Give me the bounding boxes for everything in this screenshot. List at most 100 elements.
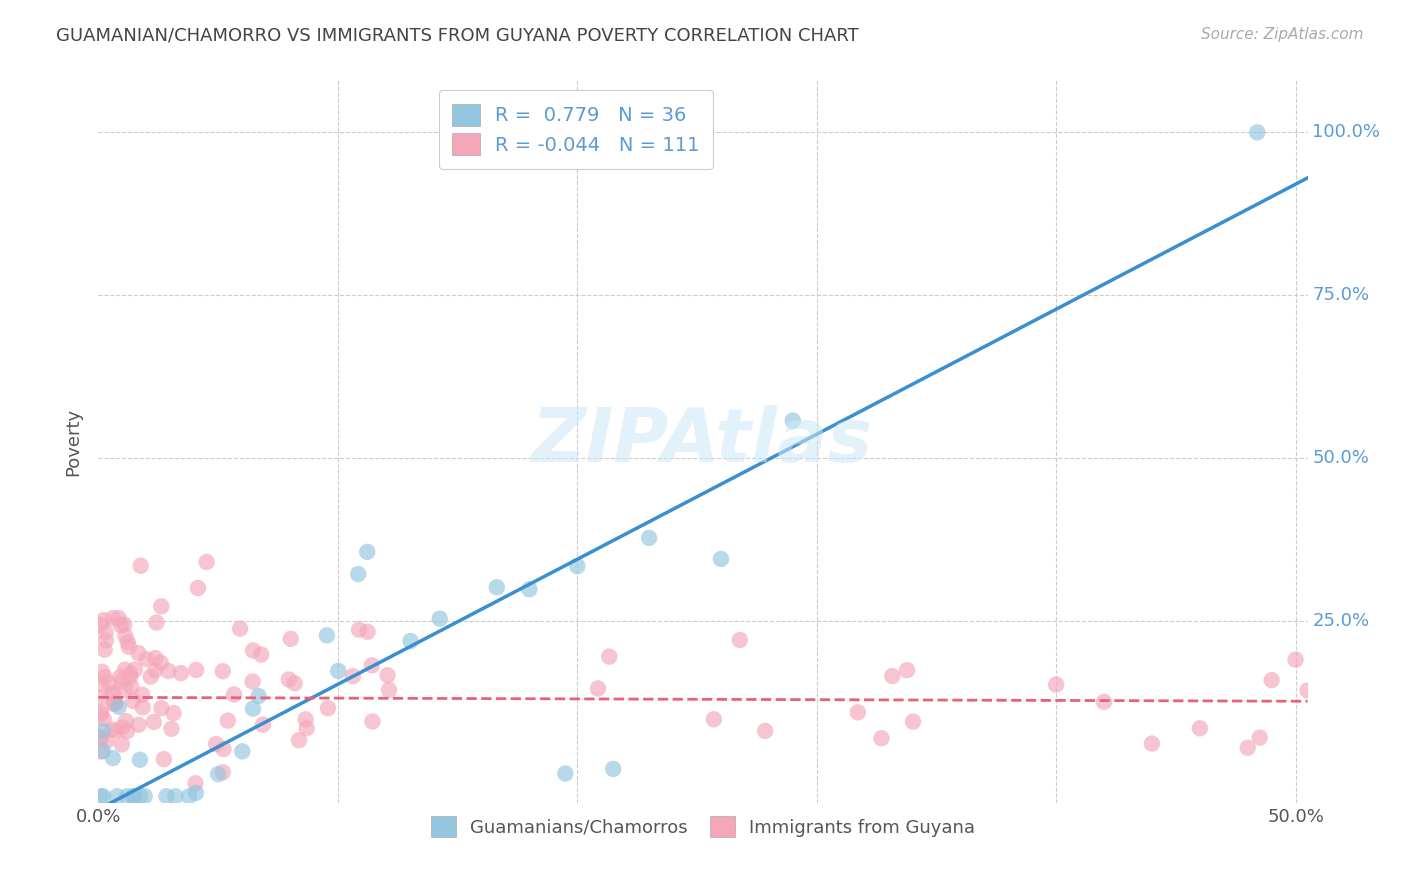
Point bbox=[114, 682, 136, 697]
Point bbox=[103, 697, 125, 711]
Text: 75.0%: 75.0% bbox=[1312, 286, 1369, 304]
Point bbox=[134, 789, 156, 804]
Text: ZIPAtlas: ZIPAtlas bbox=[533, 405, 873, 478]
Point bbox=[96, 733, 118, 747]
Point bbox=[217, 714, 239, 728]
Point bbox=[104, 723, 127, 738]
Point bbox=[284, 676, 307, 690]
Point bbox=[128, 646, 150, 660]
Point bbox=[101, 685, 124, 699]
Point bbox=[110, 618, 132, 632]
Point bbox=[107, 699, 129, 714]
Point bbox=[754, 723, 776, 738]
Point bbox=[229, 622, 252, 636]
Point bbox=[356, 624, 378, 639]
Point bbox=[143, 651, 166, 665]
Point bbox=[360, 658, 382, 673]
Point bbox=[638, 531, 661, 545]
Point bbox=[165, 789, 187, 804]
Point bbox=[567, 559, 589, 574]
Point bbox=[111, 721, 134, 735]
Point bbox=[378, 683, 401, 698]
Point bbox=[252, 717, 274, 731]
Point bbox=[103, 696, 125, 710]
Point bbox=[186, 663, 208, 677]
Point bbox=[207, 767, 229, 781]
Point bbox=[139, 670, 162, 684]
Point bbox=[129, 789, 152, 804]
Point bbox=[242, 643, 264, 657]
Point bbox=[231, 744, 253, 758]
Point bbox=[295, 721, 318, 735]
Point bbox=[1236, 740, 1258, 755]
Point bbox=[586, 681, 609, 696]
Point bbox=[91, 724, 114, 739]
Point bbox=[280, 632, 302, 646]
Point bbox=[342, 669, 364, 683]
Point bbox=[242, 701, 264, 715]
Y-axis label: Poverty: Poverty bbox=[65, 408, 83, 475]
Point bbox=[184, 786, 207, 800]
Point bbox=[129, 558, 152, 573]
Point bbox=[160, 722, 183, 736]
Point bbox=[101, 751, 124, 765]
Point bbox=[117, 635, 139, 649]
Point bbox=[1296, 683, 1319, 698]
Point bbox=[846, 706, 869, 720]
Point bbox=[896, 663, 918, 677]
Point bbox=[114, 663, 136, 677]
Point bbox=[519, 582, 541, 597]
Point bbox=[1045, 677, 1067, 691]
Point bbox=[277, 673, 299, 687]
Point bbox=[93, 613, 115, 627]
Text: 50.0%: 50.0% bbox=[1312, 449, 1369, 467]
Point bbox=[135, 652, 157, 666]
Point bbox=[347, 623, 370, 637]
Point bbox=[90, 677, 112, 691]
Point bbox=[782, 414, 804, 428]
Point bbox=[115, 789, 138, 804]
Point bbox=[93, 712, 115, 726]
Point bbox=[90, 618, 112, 632]
Point bbox=[242, 674, 264, 689]
Point bbox=[90, 744, 112, 758]
Point bbox=[100, 687, 122, 701]
Point bbox=[131, 700, 153, 714]
Point bbox=[94, 670, 117, 684]
Point bbox=[485, 580, 508, 594]
Point bbox=[90, 731, 112, 745]
Point bbox=[128, 718, 150, 732]
Point bbox=[122, 694, 145, 708]
Point bbox=[101, 723, 124, 737]
Point bbox=[162, 706, 184, 720]
Point bbox=[222, 688, 245, 702]
Point bbox=[250, 648, 273, 662]
Point bbox=[195, 555, 218, 569]
Point bbox=[1140, 737, 1163, 751]
Point bbox=[112, 617, 135, 632]
Point bbox=[157, 664, 180, 678]
Point bbox=[129, 753, 152, 767]
Point bbox=[111, 737, 134, 751]
Point bbox=[105, 789, 128, 804]
Point bbox=[247, 689, 270, 703]
Point bbox=[124, 663, 146, 677]
Point bbox=[91, 789, 114, 804]
Point bbox=[111, 673, 134, 688]
Point bbox=[316, 701, 339, 715]
Point bbox=[1246, 125, 1268, 139]
Point bbox=[901, 714, 924, 729]
Point bbox=[131, 688, 153, 702]
Point bbox=[361, 714, 384, 729]
Point bbox=[598, 649, 620, 664]
Point bbox=[1284, 652, 1306, 666]
Point bbox=[315, 628, 337, 642]
Point bbox=[124, 789, 146, 804]
Point bbox=[328, 664, 350, 678]
Point bbox=[114, 629, 136, 643]
Point bbox=[107, 611, 129, 625]
Point bbox=[90, 730, 112, 744]
Point bbox=[143, 663, 166, 677]
Point bbox=[728, 632, 751, 647]
Point bbox=[212, 742, 235, 756]
